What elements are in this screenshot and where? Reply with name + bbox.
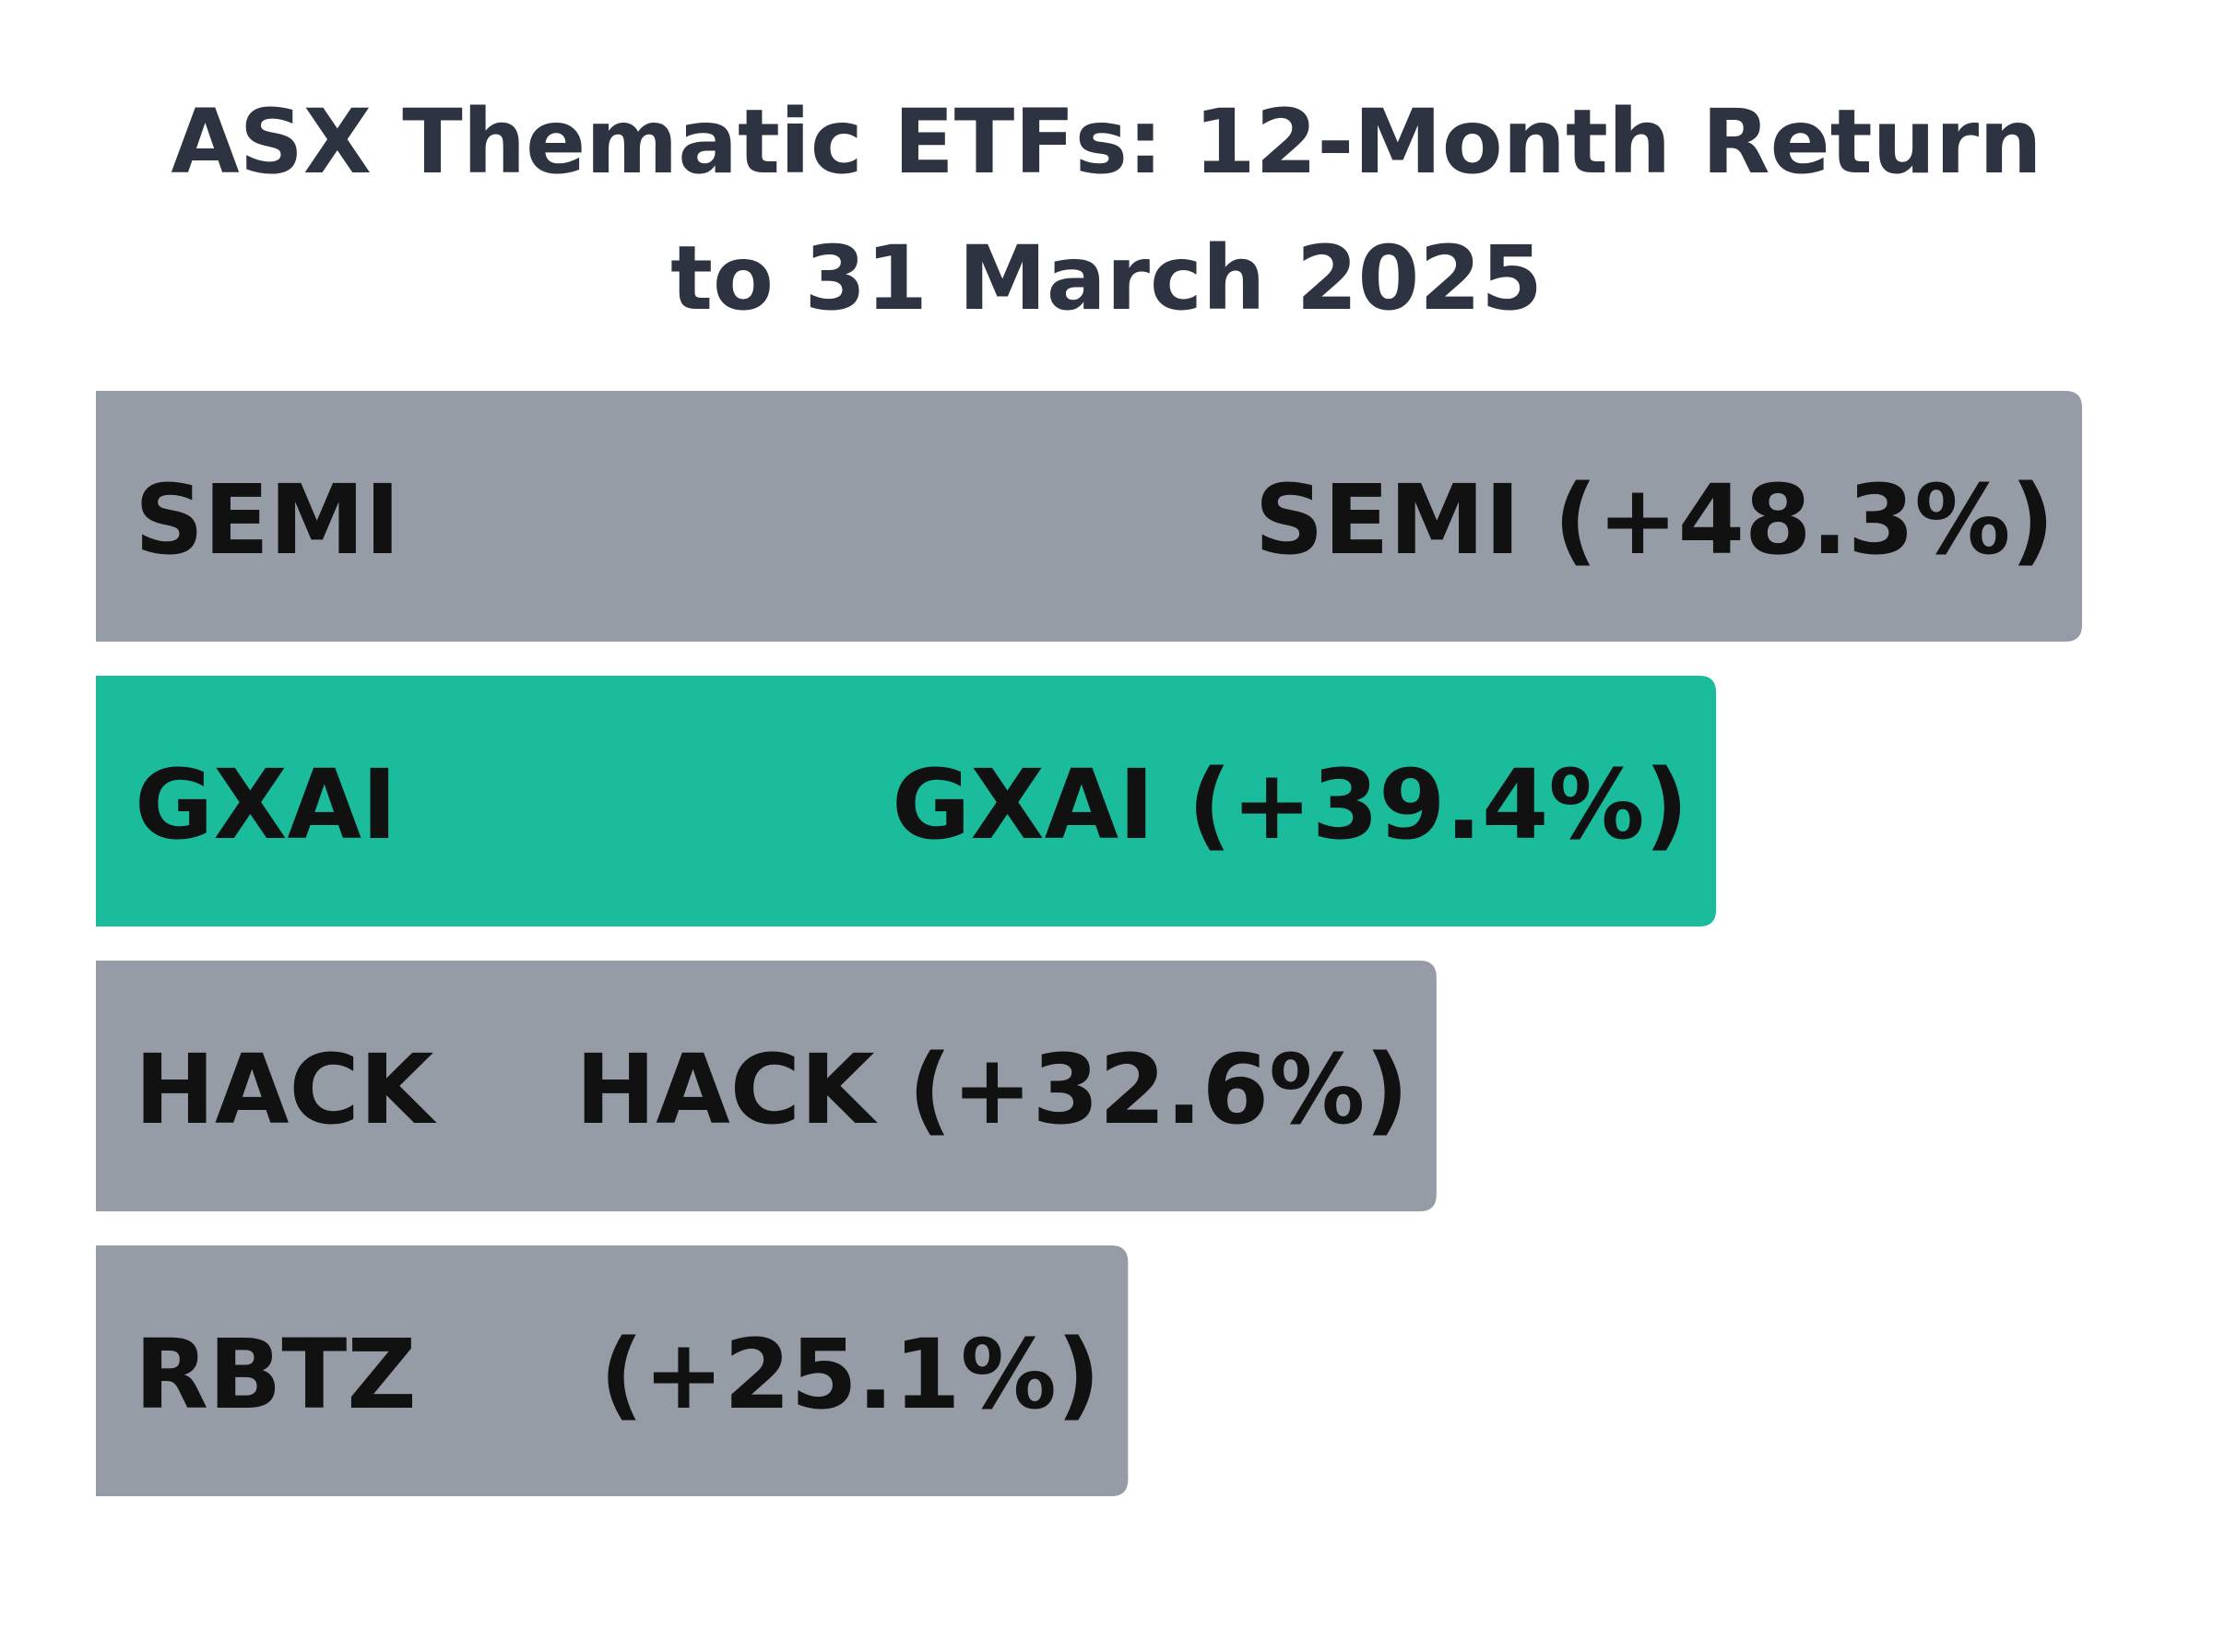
category-label: RBTZ: [135, 1318, 417, 1431]
category-label: HACK: [135, 1033, 437, 1146]
value-label: HACK (+32.6%): [575, 1033, 1409, 1146]
value-label: (+25.1%): [599, 1318, 1100, 1431]
chart-title: ASX Thematic ETFs: 12-Month Return to 31…: [171, 90, 2042, 330]
value-label: GXAI (+39.4%): [892, 749, 1688, 861]
bar: [96, 1245, 1129, 1496]
category-label: GXAI: [135, 749, 397, 861]
bar: [96, 961, 1437, 1211]
category-label: SEMI: [135, 464, 400, 576]
bar: [96, 391, 2082, 642]
bar: [96, 676, 1717, 926]
value-label: SEMI (+48.3%): [1255, 464, 2054, 576]
